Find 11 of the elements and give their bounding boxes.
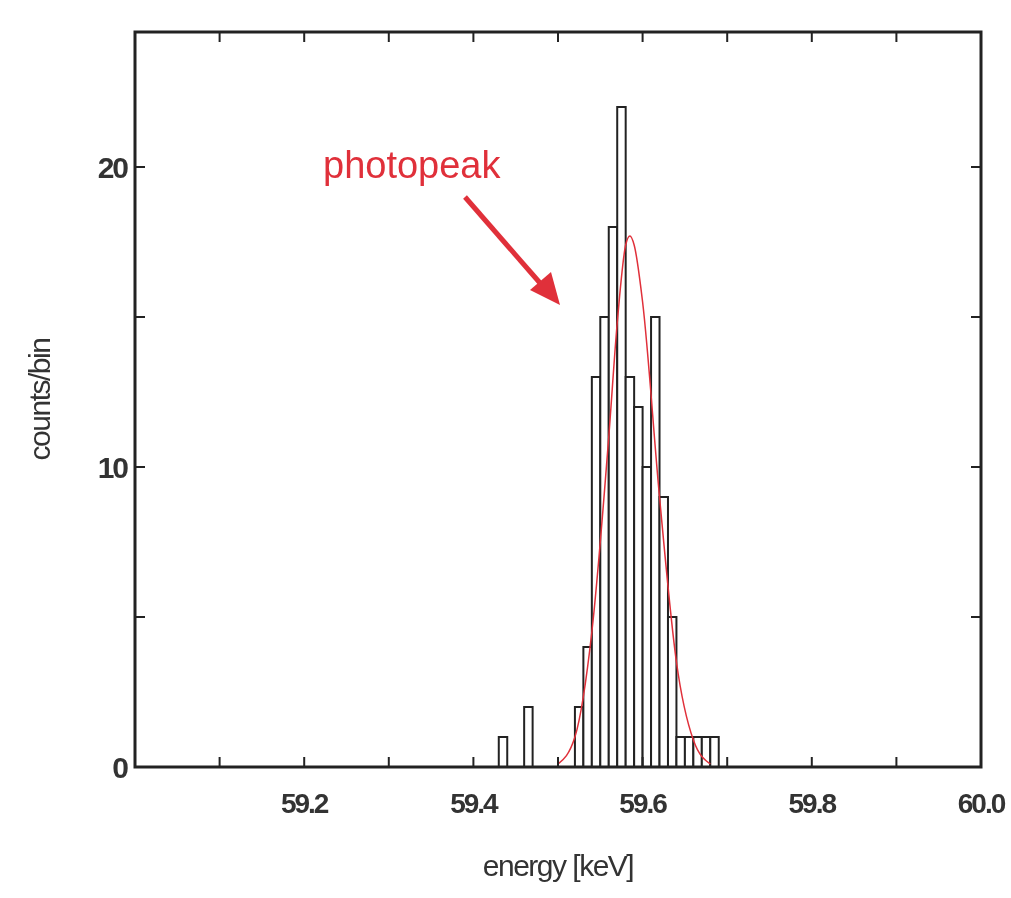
y-tick-label: 0 [112, 750, 129, 784]
x-tick-label: 59.8 [788, 788, 837, 819]
y-tick-label: 10 [97, 450, 129, 484]
y-tick-label: 20 [97, 150, 129, 184]
x-tick-label: 59.6 [619, 788, 668, 819]
y-axis-title: counts/bin [23, 338, 56, 461]
annotation: photopeak [323, 144, 502, 186]
x-tick-label: 59.2 [280, 788, 329, 819]
x-axis-title: energy [keV] [482, 849, 634, 882]
x-tick-label: 60.0 [957, 788, 1006, 819]
x-tick-label: 59.4 [450, 788, 500, 819]
